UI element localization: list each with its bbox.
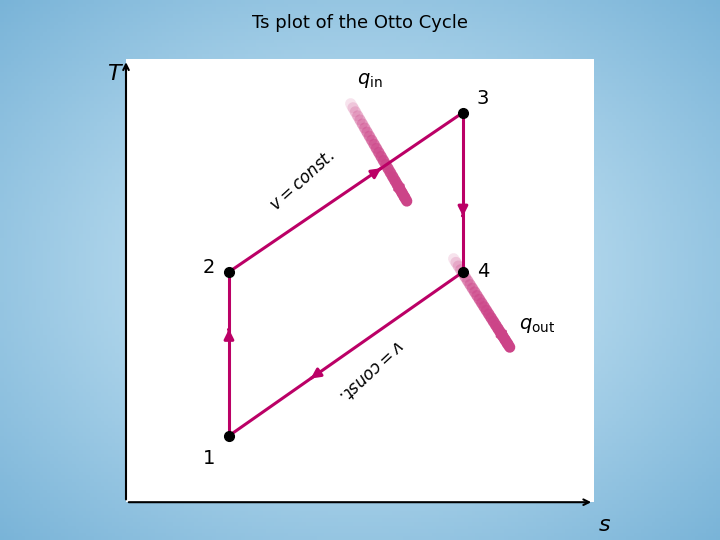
Text: T: T [107, 64, 121, 84]
Text: Ts plot of the Otto Cycle: Ts plot of the Otto Cycle [252, 14, 468, 31]
Text: 2: 2 [202, 258, 215, 277]
Text: 1: 1 [202, 449, 215, 468]
Text: $v = const.$: $v = const.$ [335, 335, 407, 403]
Text: $v = const.$: $v = const.$ [266, 147, 338, 215]
Text: s: s [599, 516, 611, 536]
Text: $q_{\rm in}$: $q_{\rm in}$ [356, 71, 382, 90]
Text: 4: 4 [477, 262, 490, 281]
Text: $q_{\rm out}$: $q_{\rm out}$ [519, 315, 556, 335]
Text: 3: 3 [477, 89, 490, 108]
